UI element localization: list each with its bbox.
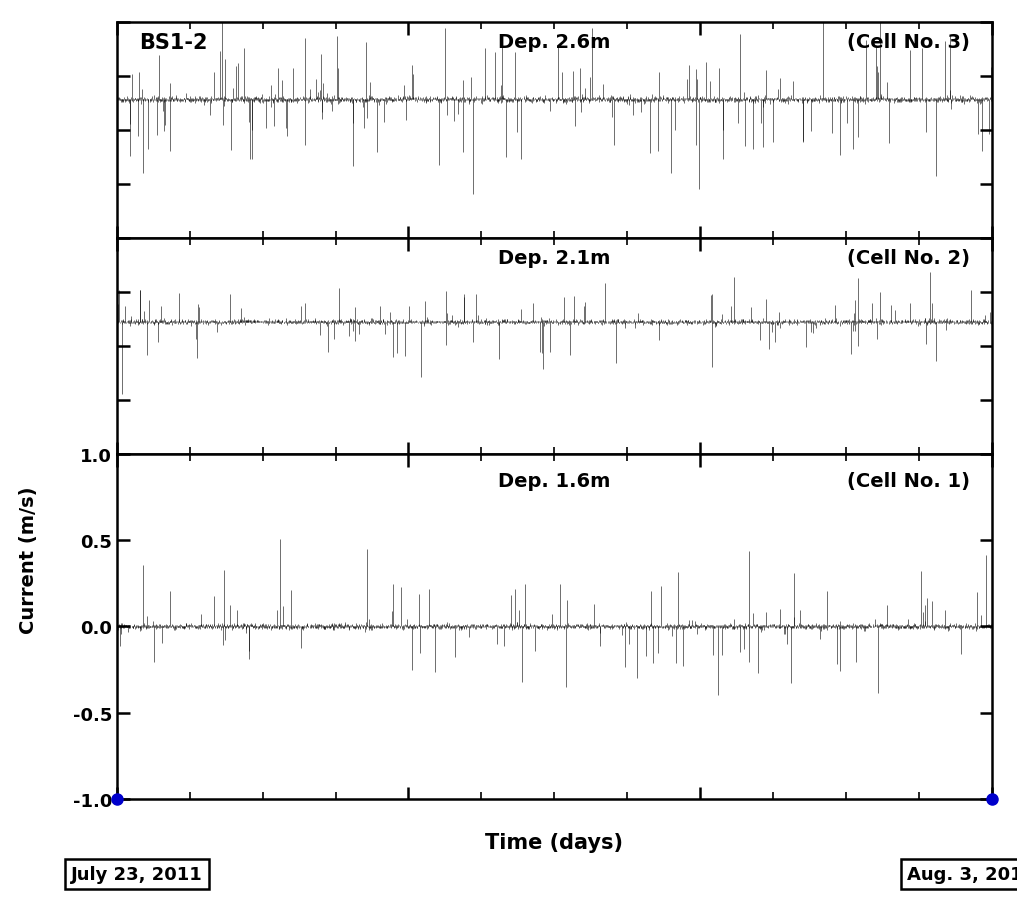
- Text: Dep. 2.1m: Dep. 2.1m: [498, 249, 610, 268]
- Text: (Cell No. 3): (Cell No. 3): [847, 33, 970, 52]
- Text: BS1-2: BS1-2: [138, 33, 207, 53]
- Text: Time (days): Time (days): [485, 832, 623, 852]
- Text: Dep. 2.6m: Dep. 2.6m: [498, 33, 610, 52]
- Text: July 23, 2011: July 23, 2011: [71, 865, 203, 883]
- Text: Aug. 3, 2011: Aug. 3, 2011: [907, 865, 1017, 883]
- Text: (Cell No. 2): (Cell No. 2): [847, 249, 970, 268]
- Text: Dep. 1.6m: Dep. 1.6m: [498, 471, 610, 490]
- Text: (Cell No. 1): (Cell No. 1): [847, 471, 970, 490]
- Text: Current (m/s): Current (m/s): [19, 486, 38, 634]
